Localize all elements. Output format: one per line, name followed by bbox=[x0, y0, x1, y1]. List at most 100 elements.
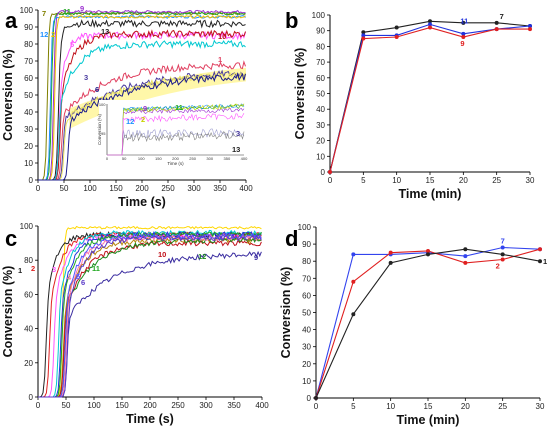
x-tick-label: 100 bbox=[87, 401, 101, 410]
x-tick-label: 30 bbox=[526, 176, 535, 185]
data-point bbox=[394, 25, 399, 30]
y-axis-label: Conversion (%) bbox=[1, 266, 15, 358]
y-tick-label: 20 bbox=[24, 142, 33, 151]
series-label: 4 bbox=[67, 273, 72, 282]
inset-series-label: 2 bbox=[141, 115, 145, 124]
data-point bbox=[394, 34, 399, 39]
panel-d: 0 5 10 15 20 25 30 0 10 20 30 40 50 60 70 80 90 100 Time (… bbox=[279, 223, 547, 427]
x-axis-label: Time (min) bbox=[397, 413, 460, 427]
series-line bbox=[38, 236, 262, 398]
x-tick-label: 25 bbox=[492, 176, 501, 185]
series-line bbox=[38, 30, 246, 181]
x-tick-label: 100 bbox=[83, 184, 97, 193]
y-tick-label: 80 bbox=[24, 256, 33, 265]
inset-x-label: Time (s) bbox=[167, 161, 184, 166]
series-label: 5 bbox=[70, 40, 74, 49]
inset-x-tick-label: 350 bbox=[224, 156, 231, 161]
x-axis-label: Time (min) bbox=[399, 187, 462, 201]
series-label: 10 bbox=[218, 32, 226, 41]
series-label: 9 bbox=[80, 4, 84, 13]
data-point bbox=[463, 254, 468, 259]
panel-b: 0 5 10 15 20 25 30 0 10 20 30 40 50 60 70 80 90 100 Time (… bbox=[285, 8, 535, 201]
series-label: 13 bbox=[101, 27, 109, 36]
series-label: 3 bbox=[52, 265, 56, 274]
data-point bbox=[494, 20, 499, 25]
data-point bbox=[528, 27, 532, 32]
series-label: 7 bbox=[501, 237, 505, 246]
series-line bbox=[38, 29, 246, 181]
data-point bbox=[461, 31, 466, 36]
data-point bbox=[500, 245, 505, 250]
x-axis-label: Time (s) bbox=[118, 195, 166, 209]
y-tick-label: 100 bbox=[20, 222, 34, 231]
series-label: 11 bbox=[63, 7, 71, 16]
x-tick-label: 15 bbox=[424, 402, 433, 411]
series-label: 5 bbox=[76, 272, 80, 281]
x-tick-label: 200 bbox=[135, 184, 149, 193]
x-tick-label: 300 bbox=[187, 184, 201, 193]
y-tick-label: 10 bbox=[302, 377, 311, 386]
data-point bbox=[351, 312, 356, 317]
y-tick-label: 80 bbox=[316, 42, 325, 51]
x-tick-label: 5 bbox=[361, 176, 366, 185]
inset-series-line bbox=[107, 128, 245, 156]
data-point bbox=[426, 248, 430, 253]
inset-y-tick-label: 100 bbox=[99, 102, 106, 107]
y-tick-label: 70 bbox=[24, 57, 33, 66]
panel-letter: b bbox=[285, 8, 298, 33]
y-axis-label: Conversion (%) bbox=[293, 48, 307, 140]
inset-x-tick-label: 50 bbox=[122, 156, 127, 161]
series-line bbox=[38, 234, 262, 398]
series-label: 8 bbox=[247, 237, 251, 246]
panel-letter: d bbox=[285, 226, 298, 251]
y-tick-label: 80 bbox=[24, 40, 33, 49]
y-tick-label: 90 bbox=[316, 27, 325, 36]
data-point bbox=[426, 252, 430, 257]
panel-letter: a bbox=[5, 8, 18, 33]
x-tick-label: 50 bbox=[62, 401, 71, 410]
series-line bbox=[38, 225, 262, 398]
y-tick-label: 50 bbox=[316, 90, 325, 99]
y-tick-label: 100 bbox=[298, 223, 312, 232]
y-tick-label: 70 bbox=[316, 58, 325, 67]
data-point bbox=[461, 34, 466, 39]
series-line bbox=[38, 11, 246, 181]
data-point bbox=[500, 252, 505, 257]
data-point bbox=[361, 33, 366, 38]
y-tick-label: 0 bbox=[307, 394, 312, 403]
series-label: 1 bbox=[543, 257, 547, 266]
data-point bbox=[328, 170, 332, 174]
inset-series-label: 11 bbox=[175, 103, 183, 112]
y-tick-label: 30 bbox=[316, 121, 325, 130]
y-tick-label: 40 bbox=[302, 326, 311, 335]
panel-letter: c bbox=[5, 226, 17, 251]
series-label: 2 bbox=[51, 30, 55, 39]
y-tick-label: 20 bbox=[24, 359, 33, 368]
inset-series-label: 12 bbox=[126, 117, 134, 126]
series-line bbox=[38, 18, 246, 181]
inset-y-tick-label: 95 bbox=[101, 131, 106, 136]
panel-a: 0 50 100 150 200 250 300 350 4000102030405060708… bbox=[1, 4, 253, 209]
series-label: 3 bbox=[84, 73, 88, 82]
x-tick-label: 150 bbox=[109, 184, 123, 193]
data-point bbox=[494, 27, 499, 32]
series-label: 12 bbox=[40, 30, 48, 39]
data-point bbox=[538, 259, 542, 264]
y-tick-label: 0 bbox=[29, 393, 34, 402]
y-tick-label: 40 bbox=[24, 108, 33, 117]
series-label: 2 bbox=[31, 264, 35, 273]
y-tick-label: 50 bbox=[302, 309, 311, 318]
series-line bbox=[38, 236, 262, 398]
x-tick-label: 400 bbox=[239, 184, 253, 193]
x-tick-label: 25 bbox=[498, 402, 507, 411]
inset-series-label: 9 bbox=[143, 104, 147, 113]
series-label: 7 bbox=[500, 12, 504, 21]
series-line bbox=[38, 250, 262, 398]
inset-x-tick-label: 250 bbox=[189, 156, 196, 161]
y-tick-label: 20 bbox=[316, 137, 325, 146]
x-tick-label: 20 bbox=[461, 402, 470, 411]
inset-y-label: Conversion (%) bbox=[97, 113, 102, 145]
x-tick-label: 250 bbox=[161, 184, 175, 193]
series-line bbox=[38, 234, 262, 398]
inset-x-tick-label: 100 bbox=[138, 156, 145, 161]
